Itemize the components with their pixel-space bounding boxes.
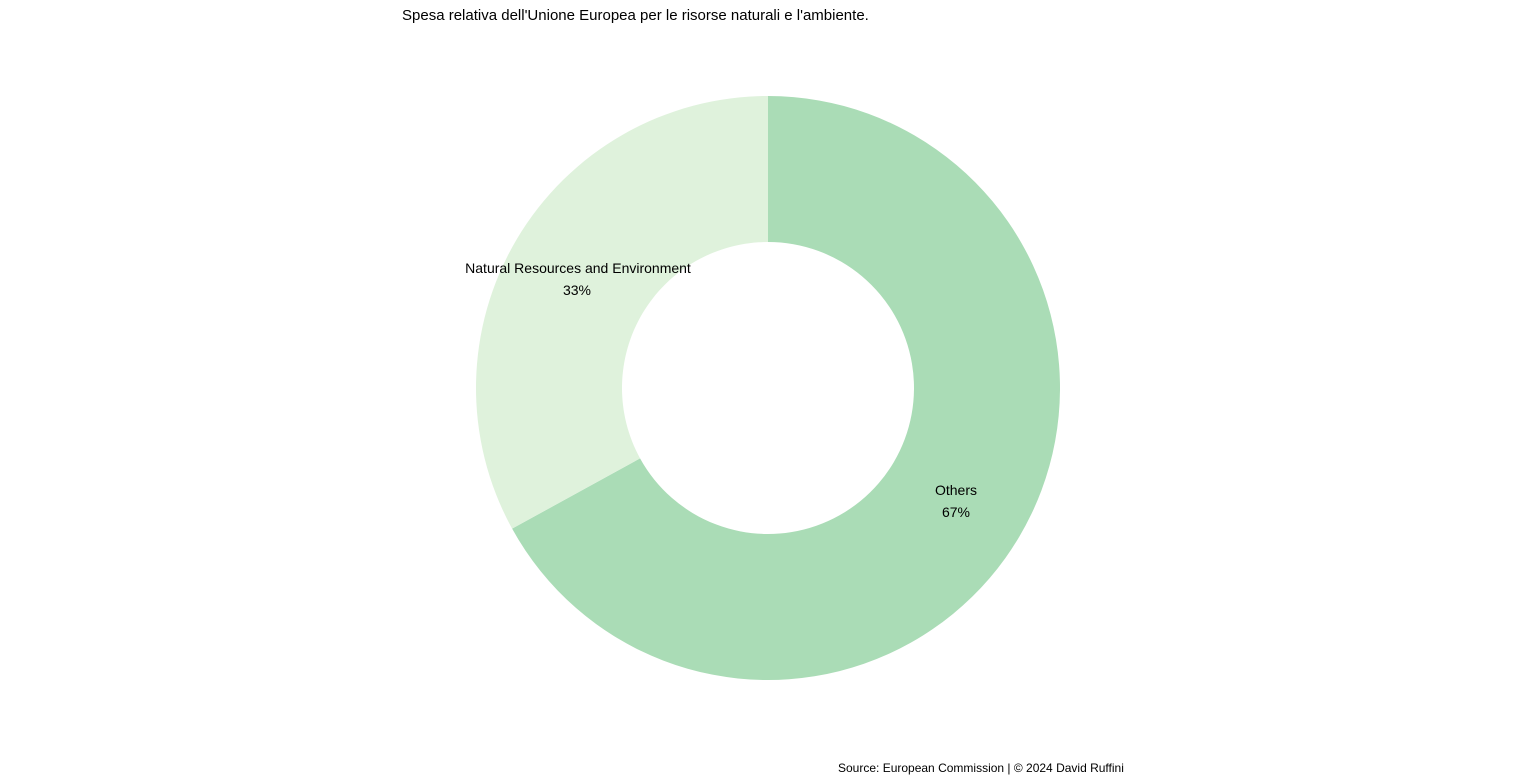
source-note: Source: European Commission | © 2024 Dav…	[838, 761, 1124, 775]
slice-label-percent: 67%	[942, 504, 970, 520]
slices-group	[476, 96, 1060, 681]
chart-title: Spesa relativa dell'Unione Europea per l…	[402, 7, 869, 24]
slice-natural-resources-and-environment	[476, 96, 768, 529]
slice-label-name: Natural Resources and Environment	[465, 260, 691, 276]
slice-label-percent: 33%	[563, 282, 591, 298]
slice-label-name: Others	[935, 482, 977, 498]
slice-others	[512, 96, 1060, 681]
labels-group: Others 67% Natural Resources and Environ…	[465, 260, 977, 520]
